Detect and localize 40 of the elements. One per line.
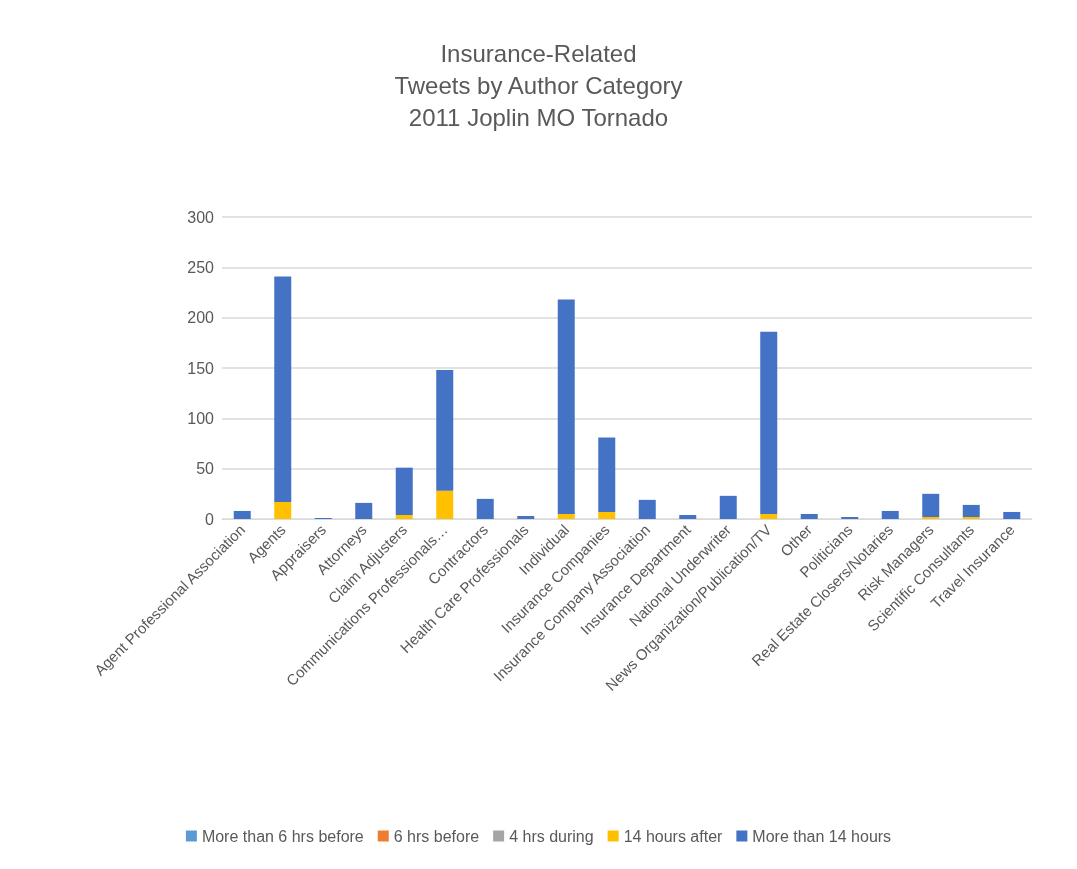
bar [760, 331, 778, 514]
legend-label: 6 hrs before [393, 827, 480, 845]
bar [922, 516, 940, 519]
chart-title: Insurance-Related Tweets by Author Category 2011 Joplin MO Tornado [394, 39, 683, 131]
bar [598, 511, 616, 519]
y-tick-label: 250 [187, 258, 215, 276]
bar [517, 515, 535, 519]
bar [355, 502, 373, 519]
y-tick-label: 150 [187, 359, 215, 377]
bar [922, 493, 940, 517]
bar [436, 370, 454, 491]
y-tick-label: 200 [187, 309, 215, 327]
bar [719, 495, 737, 519]
bar [233, 510, 251, 519]
bar [274, 501, 292, 519]
bar [962, 504, 980, 517]
bar [395, 467, 413, 515]
y-tick-label: 0 [205, 510, 215, 528]
bar [841, 516, 859, 519]
bar [436, 490, 454, 519]
legend-label: 14 hours after [623, 827, 724, 845]
y-tick-label: 50 [196, 460, 215, 478]
bar [679, 514, 697, 519]
legend-label: 4 hrs during [509, 827, 594, 845]
legend-label: More than 6 hrs before [201, 827, 364, 845]
bar [557, 299, 575, 514]
bar [760, 513, 778, 519]
bar [962, 516, 980, 519]
y-tick-label: 300 [187, 208, 215, 226]
bar [800, 513, 818, 519]
bar [557, 513, 575, 519]
bar [476, 498, 494, 519]
y-tick-label: 100 [187, 409, 215, 427]
bar [598, 437, 616, 512]
bar [638, 499, 656, 519]
bar [1003, 511, 1021, 519]
bar [274, 276, 292, 502]
bar [881, 510, 899, 519]
bar [395, 514, 413, 519]
legend-label: More than 14 hours [752, 827, 892, 845]
